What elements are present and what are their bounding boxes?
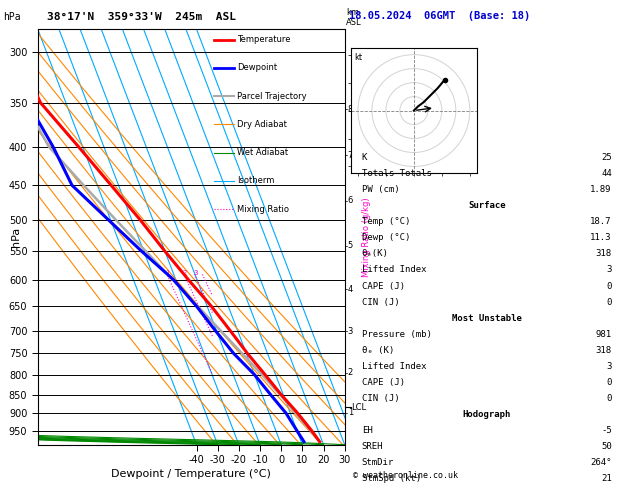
Text: LCL: LCL xyxy=(352,402,367,412)
Text: Wet Adiabat: Wet Adiabat xyxy=(237,148,288,157)
Text: Surface: Surface xyxy=(468,201,506,210)
Text: Isotherm: Isotherm xyxy=(237,176,275,185)
Text: Lifted Index: Lifted Index xyxy=(362,265,426,275)
Text: 3: 3 xyxy=(348,327,353,336)
Text: 1: 1 xyxy=(165,270,170,276)
Text: 18.05.2024  06GMT  (Base: 18): 18.05.2024 06GMT (Base: 18) xyxy=(349,11,530,21)
Text: km
ASL: km ASL xyxy=(346,8,362,27)
Text: Pressure (mb): Pressure (mb) xyxy=(362,330,431,339)
Text: 3: 3 xyxy=(606,265,612,275)
Text: 21: 21 xyxy=(601,474,612,483)
Text: 1.89: 1.89 xyxy=(591,185,612,194)
Text: 0: 0 xyxy=(606,297,612,307)
Text: 2: 2 xyxy=(348,368,353,377)
Text: 44: 44 xyxy=(601,169,612,178)
Text: 11.3: 11.3 xyxy=(591,233,612,243)
Text: 0: 0 xyxy=(606,281,612,291)
Text: -5: -5 xyxy=(601,426,612,435)
Text: θₑ(K): θₑ(K) xyxy=(362,249,389,259)
Text: Most Unstable: Most Unstable xyxy=(452,313,522,323)
Text: Hodograph: Hodograph xyxy=(463,410,511,419)
Text: 1: 1 xyxy=(348,408,353,417)
Text: Dewpoint: Dewpoint xyxy=(237,63,277,72)
Text: StmSpd (kt): StmSpd (kt) xyxy=(362,474,421,483)
Text: 264°: 264° xyxy=(591,458,612,467)
Text: Mixing Ratio (g/kg): Mixing Ratio (g/kg) xyxy=(362,197,370,277)
Text: Totals Totals: Totals Totals xyxy=(362,169,431,178)
Text: 2: 2 xyxy=(182,270,187,276)
Text: Mixing Ratio: Mixing Ratio xyxy=(237,205,289,213)
Text: Parcel Trajectory: Parcel Trajectory xyxy=(237,91,307,101)
Text: PW (cm): PW (cm) xyxy=(362,185,399,194)
Text: CAPE (J): CAPE (J) xyxy=(362,281,405,291)
Text: Dewp (°C): Dewp (°C) xyxy=(362,233,410,243)
Text: Lifted Index: Lifted Index xyxy=(362,362,426,371)
X-axis label: Dewpoint / Temperature (°C): Dewpoint / Temperature (°C) xyxy=(111,469,271,479)
Text: 38°17'N  359°33'W  245m  ASL: 38°17'N 359°33'W 245m ASL xyxy=(47,12,236,22)
Text: 318: 318 xyxy=(596,249,612,259)
Text: 8: 8 xyxy=(348,104,353,114)
Text: CIN (J): CIN (J) xyxy=(362,297,399,307)
Text: θₑ (K): θₑ (K) xyxy=(362,346,394,355)
Text: 50: 50 xyxy=(601,442,612,451)
Text: 6: 6 xyxy=(348,196,353,206)
Text: 318: 318 xyxy=(596,346,612,355)
Text: SREH: SREH xyxy=(362,442,383,451)
Text: 4: 4 xyxy=(348,285,353,294)
Text: Temp (°C): Temp (°C) xyxy=(362,217,410,226)
Text: hPa: hPa xyxy=(3,12,21,22)
Text: 3: 3 xyxy=(606,362,612,371)
Text: EH: EH xyxy=(362,426,372,435)
Text: 7: 7 xyxy=(348,151,353,160)
Text: StmDir: StmDir xyxy=(362,458,394,467)
Text: 25: 25 xyxy=(601,153,612,162)
Text: 0: 0 xyxy=(606,394,612,403)
Text: Temperature: Temperature xyxy=(237,35,291,44)
Text: 5: 5 xyxy=(348,242,353,250)
Text: 18.7: 18.7 xyxy=(591,217,612,226)
Text: Dry Adiabat: Dry Adiabat xyxy=(237,120,287,129)
Text: CAPE (J): CAPE (J) xyxy=(362,378,405,387)
Text: 0: 0 xyxy=(606,378,612,387)
Text: K: K xyxy=(362,153,367,162)
Text: 981: 981 xyxy=(596,330,612,339)
Text: hPa: hPa xyxy=(11,227,21,247)
Text: CIN (J): CIN (J) xyxy=(362,394,399,403)
Text: 3: 3 xyxy=(193,270,198,276)
Text: kt: kt xyxy=(353,53,362,62)
Text: © weatheronline.co.uk: © weatheronline.co.uk xyxy=(353,471,458,480)
